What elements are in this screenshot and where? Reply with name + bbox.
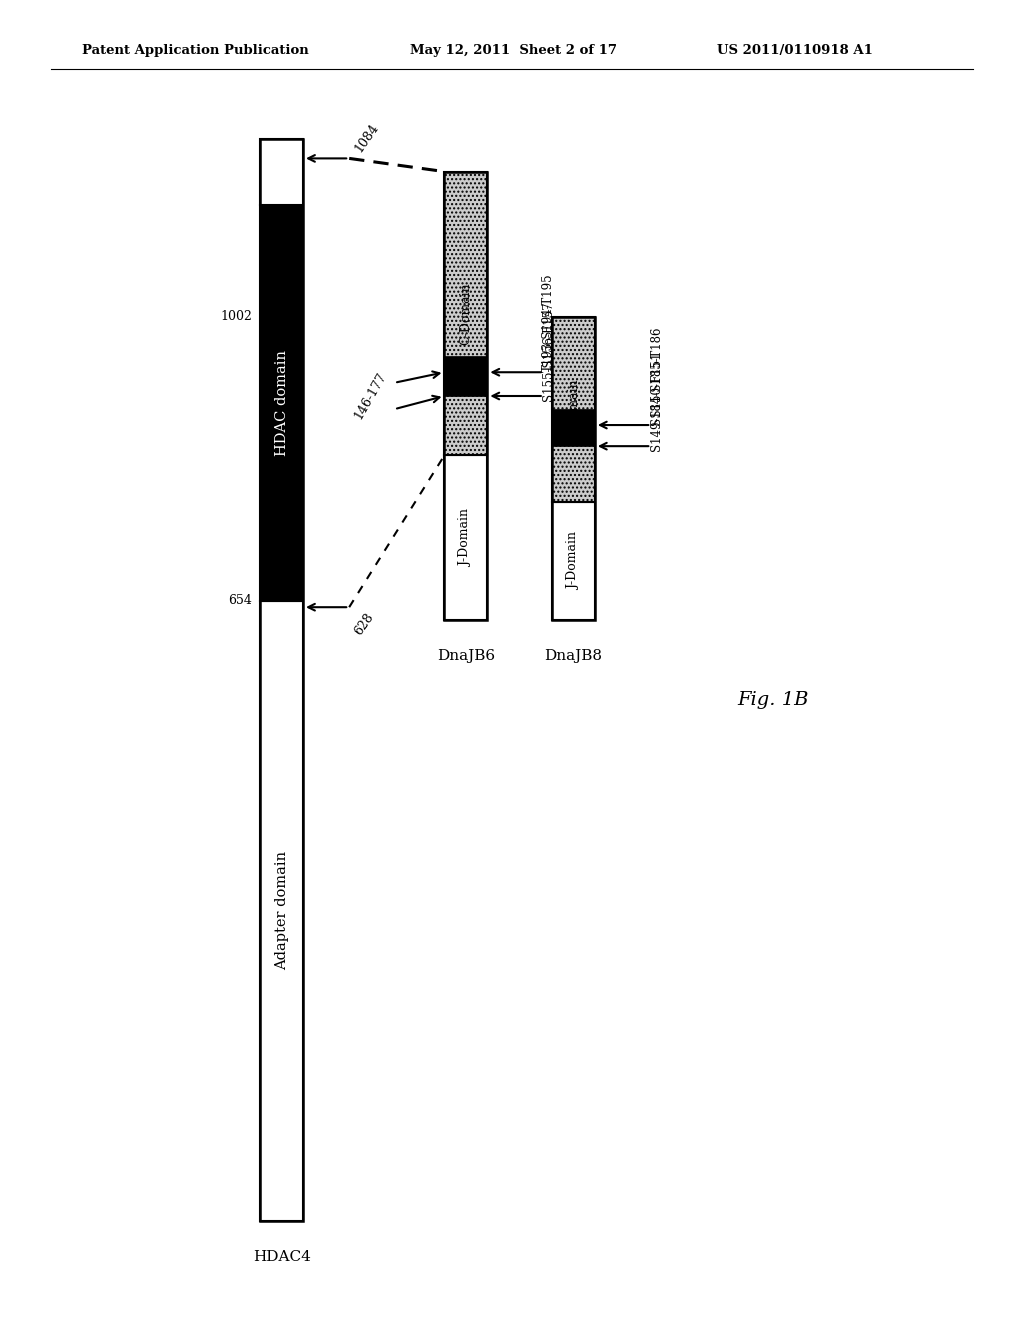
Text: 1084: 1084 — [352, 120, 381, 154]
Bar — [552, 317, 595, 620]
Text: 628: 628 — [352, 611, 377, 638]
Text: J-Domain: J-Domain — [460, 510, 472, 566]
Text: US 2011/0110918 A1: US 2011/0110918 A1 — [717, 44, 872, 57]
Text: Fig. 1B: Fig. 1B — [737, 690, 809, 709]
Text: J-Domain: J-Domain — [567, 532, 580, 590]
Bar — [260, 601, 303, 1221]
Text: C-Domain: C-Domain — [460, 282, 472, 345]
Bar — [552, 502, 595, 620]
Text: Patent Application Publication: Patent Application Publication — [82, 44, 308, 57]
Text: T193-S194-T195: T193-S194-T195 — [543, 273, 555, 372]
Bar — [552, 317, 595, 502]
Text: S155-S156-F157: S155-S156-F157 — [543, 302, 555, 401]
Text: 1002: 1002 — [220, 310, 252, 323]
Text: S149-S150-F151: S149-S150-F151 — [650, 352, 663, 451]
Bar — [260, 139, 303, 1221]
Text: DnaJB6: DnaJB6 — [437, 649, 495, 664]
Text: DnaJB8: DnaJB8 — [545, 649, 602, 664]
Text: HDAC4: HDAC4 — [253, 1250, 310, 1265]
Text: C-Domain: C-Domain — [567, 378, 580, 441]
Bar — [260, 139, 303, 205]
Bar — [260, 205, 303, 601]
Bar — [444, 356, 487, 396]
Bar — [444, 455, 487, 620]
Bar — [444, 172, 487, 620]
Text: S184-S185-T186: S184-S185-T186 — [650, 326, 663, 425]
Text: Adapter domain: Adapter domain — [274, 851, 289, 970]
Text: 146-177: 146-177 — [352, 371, 389, 421]
Bar — [444, 172, 487, 455]
Text: May 12, 2011  Sheet 2 of 17: May 12, 2011 Sheet 2 of 17 — [410, 44, 616, 57]
Text: 654: 654 — [228, 594, 252, 607]
Text: HDAC domain: HDAC domain — [274, 350, 289, 455]
Bar — [552, 409, 595, 446]
